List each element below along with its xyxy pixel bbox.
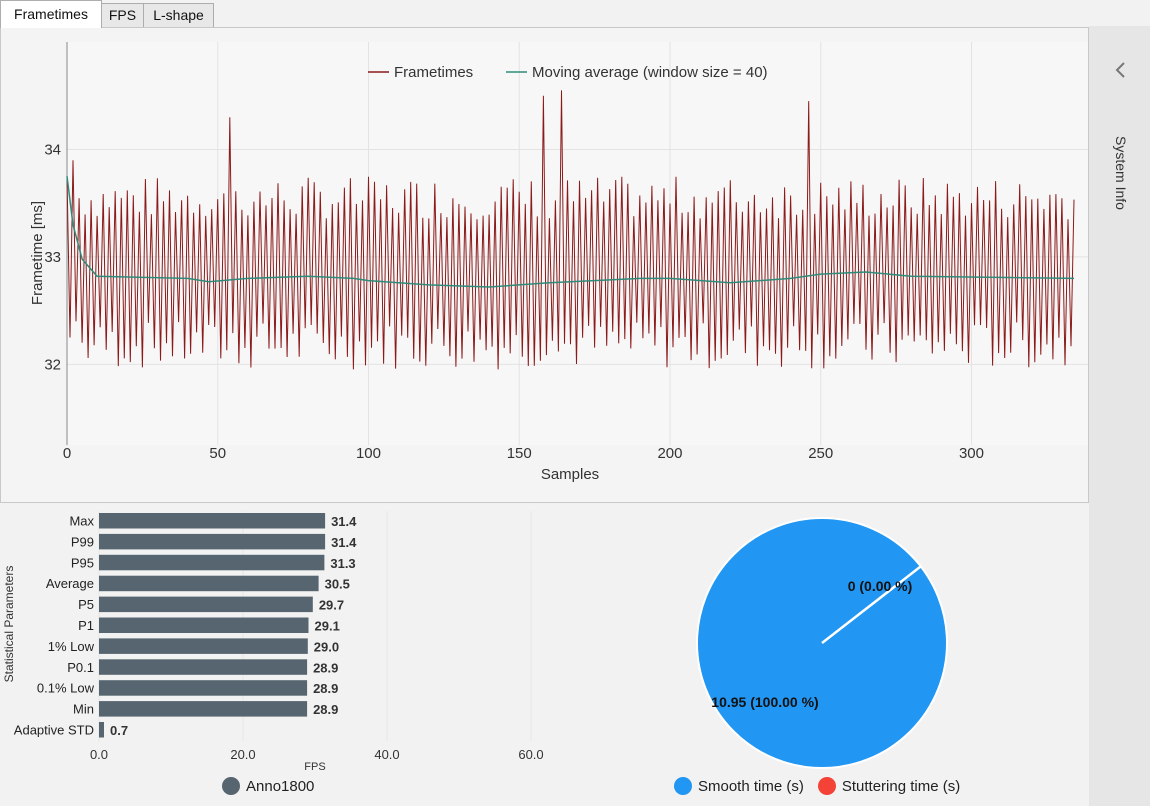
bar-value-label: 0.7 <box>110 723 128 738</box>
category-label: 1% Low <box>48 639 95 654</box>
series-swatch <box>222 777 240 795</box>
frametimes-series-line <box>66 90 1075 370</box>
category-label: P0.1 <box>67 660 94 675</box>
frametimes-chart: 0 50 100 150 200 250 300 32 33 34 Samples Frametime… <box>29 42 1088 483</box>
bar <box>99 513 326 529</box>
legend-smooth: Smooth time (s) <box>698 777 804 795</box>
x-tick-label: 250 <box>808 445 833 462</box>
x-tick-label: 40.0 <box>374 747 399 762</box>
legend-stutter: Stuttering time (s) <box>841 777 961 795</box>
bar <box>99 722 104 738</box>
bar <box>99 659 308 675</box>
bar-value-label: 28.9 <box>313 702 338 717</box>
category-label: Max <box>69 514 94 529</box>
category-label: Average <box>46 576 94 591</box>
x-tick-label: 150 <box>507 445 532 462</box>
category-label: P5 <box>78 597 94 612</box>
bar <box>99 680 308 696</box>
x-tick-label: 200 <box>657 445 682 462</box>
legend-moving-average-label: Moving average (window size = 40) <box>532 64 768 81</box>
system-info-label[interactable]: System Info <box>1113 136 1129 210</box>
bar <box>99 617 309 633</box>
x-tick-label: 0 <box>63 445 71 462</box>
x-tick-label: 100 <box>356 445 381 462</box>
pie-slice-boundary <box>821 565 922 644</box>
category-label: 0.1% Low <box>37 681 95 696</box>
tab-l-shape[interactable]: L-shape <box>143 3 214 27</box>
statistical-parameters-chart: 0.0 20.0 40.0 60.0 FPS Statistical Parameters… <box>2 511 544 773</box>
x-tick-label: 0.0 <box>90 747 108 762</box>
category-label: Min <box>73 702 94 717</box>
bar-value-label: 31.3 <box>330 556 355 571</box>
bar-legend: Anno1800 <box>222 777 314 795</box>
bar <box>99 533 326 550</box>
legend-frametimes-label: Frametimes <box>394 64 473 81</box>
x-tick-label: 300 <box>959 445 984 462</box>
y-tick-label: 32 <box>44 356 61 373</box>
bar-value-label: 28.9 <box>313 681 338 696</box>
bar-value-label: 29.0 <box>314 639 339 654</box>
tab-fps[interactable]: FPS <box>101 3 144 27</box>
tab-frametimes[interactable]: Frametimes <box>0 0 102 28</box>
y-tick-label: 33 <box>44 249 61 266</box>
tab-bar: Frametimes FPS L-shape <box>0 0 1088 28</box>
pie-legend: Smooth time (s) Stuttering time (s) <box>674 777 960 795</box>
bar <box>99 596 313 613</box>
stutter-pie-chart: 0 (0.00 %) 10.95 (100.00 %) <box>696 517 948 769</box>
bar <box>99 701 308 717</box>
frametimes-chart-panel: 0 50 100 150 200 250 300 32 33 34 Samples Frametime… <box>0 27 1089 503</box>
bar <box>99 554 325 571</box>
bar-value-label: 31.4 <box>331 514 357 529</box>
statistics-area: 0.0 20.0 40.0 60.0 FPS Statistical Parameters… <box>0 503 1089 806</box>
x-tick-label: 50 <box>209 445 226 462</box>
smooth-swatch <box>674 777 692 795</box>
bar-value-label: 29.7 <box>319 598 344 613</box>
pie-stutter-value-label: 0 (0.00 %) <box>848 578 913 594</box>
x-tick-label: 60.0 <box>518 747 543 762</box>
y-tick-label: 34 <box>44 141 61 158</box>
moving-average-series-line <box>66 176 1075 288</box>
stutter-swatch <box>817 777 836 795</box>
pie-smooth-value-label: 10.95 (100.00 %) <box>711 694 818 710</box>
y-axis-label: Statistical Parameters <box>2 566 16 683</box>
category-label: P95 <box>71 555 94 570</box>
bar-value-label: 28.9 <box>313 660 338 675</box>
legend-series-name: Anno1800 <box>246 777 315 795</box>
x-axis-label: FPS <box>304 761 325 773</box>
bar-value-label: 29.1 <box>315 619 340 634</box>
y-axis-label: Frametime [ms] <box>29 201 46 305</box>
x-tick-label: 20.0 <box>230 747 255 762</box>
bar <box>99 575 319 592</box>
category-label: P1 <box>78 618 94 633</box>
category-label: Adaptive STD <box>14 723 94 738</box>
category-label: P99 <box>71 534 94 549</box>
bar-value-label: 30.5 <box>325 577 350 592</box>
bar-value-label: 31.4 <box>331 535 357 550</box>
system-info-sidebar[interactable]: System Info <box>1089 26 1150 806</box>
chevron-left-icon[interactable] <box>1111 59 1131 81</box>
bar <box>99 638 308 654</box>
x-axis-label: Samples <box>541 466 599 483</box>
